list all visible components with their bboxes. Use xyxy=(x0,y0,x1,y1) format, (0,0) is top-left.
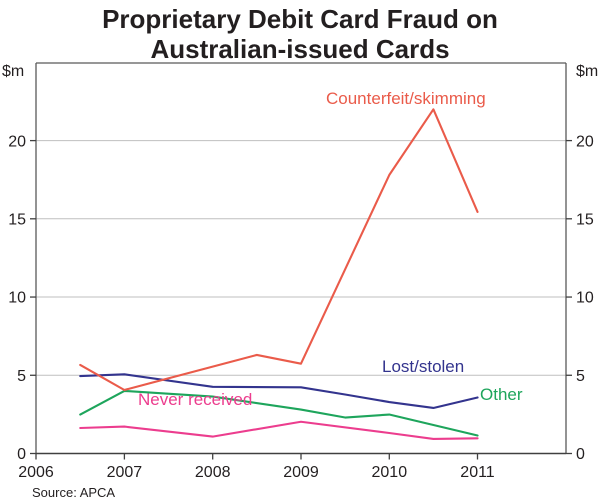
svg-text:2007: 2007 xyxy=(107,464,143,481)
svg-text:2011: 2011 xyxy=(460,464,495,481)
svg-text:15: 15 xyxy=(576,212,594,229)
svg-text:2006: 2006 xyxy=(18,464,54,481)
svg-text:10: 10 xyxy=(576,290,594,307)
svg-text:5: 5 xyxy=(576,368,585,385)
svg-text:5: 5 xyxy=(17,368,26,385)
svg-text:2010: 2010 xyxy=(372,464,408,481)
svg-text:15: 15 xyxy=(8,212,26,229)
svg-text:10: 10 xyxy=(8,290,26,307)
svg-text:$m: $m xyxy=(2,63,24,80)
svg-text:Never received: Never received xyxy=(138,390,252,409)
svg-text:0: 0 xyxy=(576,446,585,463)
svg-text:2008: 2008 xyxy=(195,464,231,481)
svg-text:20: 20 xyxy=(8,134,26,151)
svg-text:Source: APCA: Source: APCA xyxy=(32,485,115,500)
svg-text:Other: Other xyxy=(480,385,523,404)
svg-text:Lost/stolen: Lost/stolen xyxy=(382,357,464,376)
svg-text:2009: 2009 xyxy=(283,464,319,481)
svg-text:Counterfeit/skimming: Counterfeit/skimming xyxy=(326,89,486,108)
svg-text:0: 0 xyxy=(17,446,26,463)
svg-text:20: 20 xyxy=(576,134,594,151)
svg-text:$m: $m xyxy=(576,63,598,80)
